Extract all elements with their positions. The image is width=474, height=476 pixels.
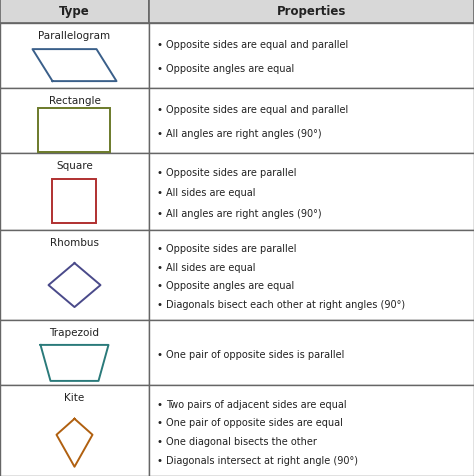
Bar [149, 89, 474, 154]
Text: •: • [157, 64, 163, 74]
Text: Square: Square [56, 160, 93, 170]
Text: Rhombus: Rhombus [50, 238, 99, 248]
Bar [0, 154, 149, 230]
Text: One diagonal bisects the other: One diagonal bisects the other [166, 436, 317, 446]
Text: All angles are right angles (90°): All angles are right angles (90°) [166, 208, 322, 218]
Bar [149, 23, 474, 89]
Text: Opposite sides are parallel: Opposite sides are parallel [166, 243, 297, 253]
Text: •: • [157, 188, 163, 198]
Text: Parallelogram: Parallelogram [38, 30, 110, 40]
Text: One pair of opposite sides is parallel: One pair of opposite sides is parallel [166, 349, 345, 359]
Bar [0, 386, 149, 476]
Text: Opposite sides are equal and parallel: Opposite sides are equal and parallel [166, 40, 348, 50]
Bar [0, 321, 149, 386]
Bar [38, 109, 110, 153]
Text: •: • [157, 455, 163, 465]
Text: •: • [157, 105, 163, 115]
Text: One pair of opposite sides are equal: One pair of opposite sides are equal [166, 417, 343, 427]
Text: Two pairs of adjacent sides are equal: Two pairs of adjacent sides are equal [166, 399, 346, 409]
Bar [149, 321, 474, 386]
Text: Diagonals intersect at right angle (90°): Diagonals intersect at right angle (90°) [166, 455, 358, 465]
Text: •: • [157, 243, 163, 253]
Text: Opposite sides are equal and parallel: Opposite sides are equal and parallel [166, 105, 348, 115]
Bar [0, 23, 149, 89]
Text: Type: Type [59, 5, 90, 18]
Text: •: • [157, 208, 163, 218]
Text: •: • [157, 129, 163, 139]
Bar [149, 386, 474, 476]
Text: •: • [157, 262, 163, 272]
Bar [0, 0, 149, 23]
Text: •: • [157, 168, 163, 178]
Text: All sides are equal: All sides are equal [166, 188, 255, 198]
Text: All sides are equal: All sides are equal [166, 262, 255, 272]
Text: Kite: Kite [64, 393, 85, 403]
Bar [149, 230, 474, 321]
Text: Properties: Properties [277, 5, 346, 18]
Text: Opposite angles are equal: Opposite angles are equal [166, 281, 294, 291]
Bar [0, 89, 149, 154]
Text: Trapezoid: Trapezoid [49, 327, 100, 337]
Text: Opposite angles are equal: Opposite angles are equal [166, 64, 294, 74]
Bar [149, 0, 474, 23]
Text: •: • [157, 40, 163, 50]
Text: •: • [157, 299, 163, 309]
Bar [0, 230, 149, 321]
Text: Rectangle: Rectangle [48, 96, 100, 106]
Text: •: • [157, 399, 163, 409]
Text: Diagonals bisect each other at right angles (90°): Diagonals bisect each other at right ang… [166, 299, 405, 309]
Text: •: • [157, 417, 163, 427]
Text: Opposite sides are parallel: Opposite sides are parallel [166, 168, 297, 178]
Text: All angles are right angles (90°): All angles are right angles (90°) [166, 129, 322, 139]
Text: •: • [157, 281, 163, 291]
Bar [53, 180, 97, 224]
Text: •: • [157, 436, 163, 446]
Text: •: • [157, 349, 163, 359]
Bar [149, 154, 474, 230]
